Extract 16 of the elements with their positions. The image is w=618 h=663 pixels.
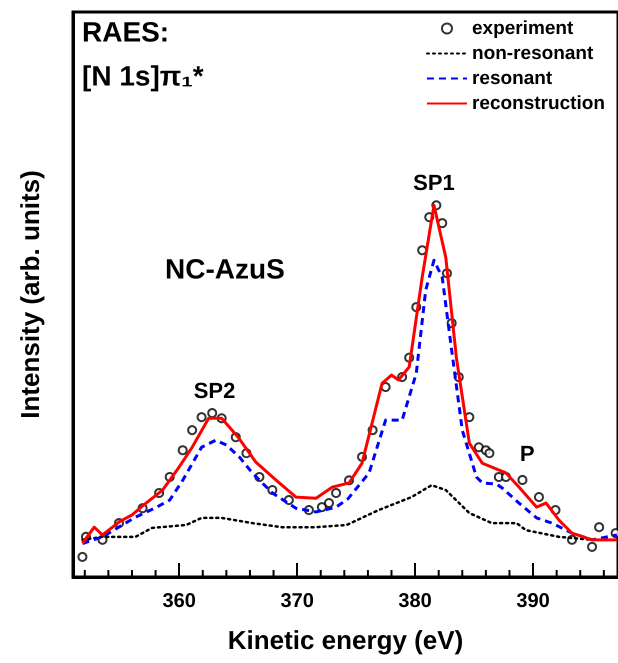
annotation: P xyxy=(520,441,535,466)
y-axis-title: Intensity (arb. units) xyxy=(15,170,45,419)
legend-label: non-resonant xyxy=(472,43,594,64)
x-tick-label: 390 xyxy=(516,590,550,612)
annotation: NC-AzuS xyxy=(165,254,285,284)
x-tick-label: 380 xyxy=(398,590,432,612)
x-tick-label: 360 xyxy=(162,590,196,612)
legend-label: resonant xyxy=(472,68,553,89)
x-axis-title: Kinetic energy (eV) xyxy=(228,625,464,655)
legend-label: experiment xyxy=(472,18,574,39)
legend-label: reconstruction xyxy=(472,93,606,114)
text: RAES: xyxy=(82,16,170,48)
text: [N 1s]π₁* xyxy=(82,60,204,92)
x-tick-label: 370 xyxy=(280,590,314,612)
annotation: SP2 xyxy=(194,378,236,403)
annotation: SP1 xyxy=(413,170,455,195)
